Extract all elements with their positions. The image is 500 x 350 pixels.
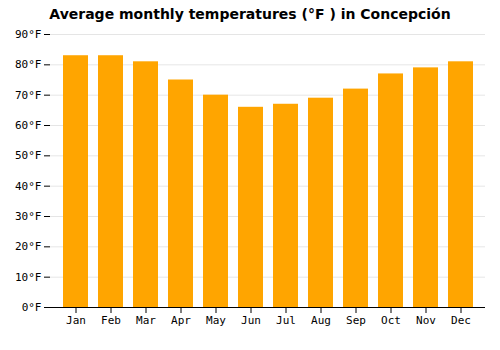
html-text:Average monthly temperatures (: Average monthly temperatures (°F ) in Co…	[49, 6, 451, 22]
svg-text:Apr: Apr	[171, 314, 191, 327]
svg-text:Jun: Jun	[241, 314, 261, 327]
svg-text:Sep: Sep	[346, 314, 366, 327]
svg-text:Mar: Mar	[136, 314, 156, 327]
svg-text:30°F: 30°F	[15, 210, 42, 223]
svg-text:Dec: Dec	[451, 314, 471, 327]
svg-text:50°F: 50°F	[15, 149, 42, 162]
svg-text:20°F: 20°F	[15, 240, 42, 253]
svg-text:Feb: Feb	[101, 314, 121, 327]
svg-text:Jul: Jul	[276, 314, 296, 327]
svg-text:0°F: 0°F	[22, 301, 42, 314]
svg-text:40°F: 40°F	[15, 180, 42, 193]
svg-text:Nov: Nov	[416, 314, 436, 327]
svg-text:70°F: 70°F	[15, 89, 42, 102]
svg-text:60°F: 60°F	[15, 119, 42, 132]
svg-text:Aug: Aug	[311, 314, 331, 327]
svg-text:80°F: 80°F	[15, 58, 42, 71]
svg-text:May: May	[206, 314, 226, 327]
svg-text:10°F: 10°F	[15, 271, 42, 284]
svg-text:Jan: Jan	[66, 314, 86, 327]
svg-text:Oct: Oct	[381, 314, 401, 327]
svg-text:90°F: 90°F	[15, 28, 42, 41]
